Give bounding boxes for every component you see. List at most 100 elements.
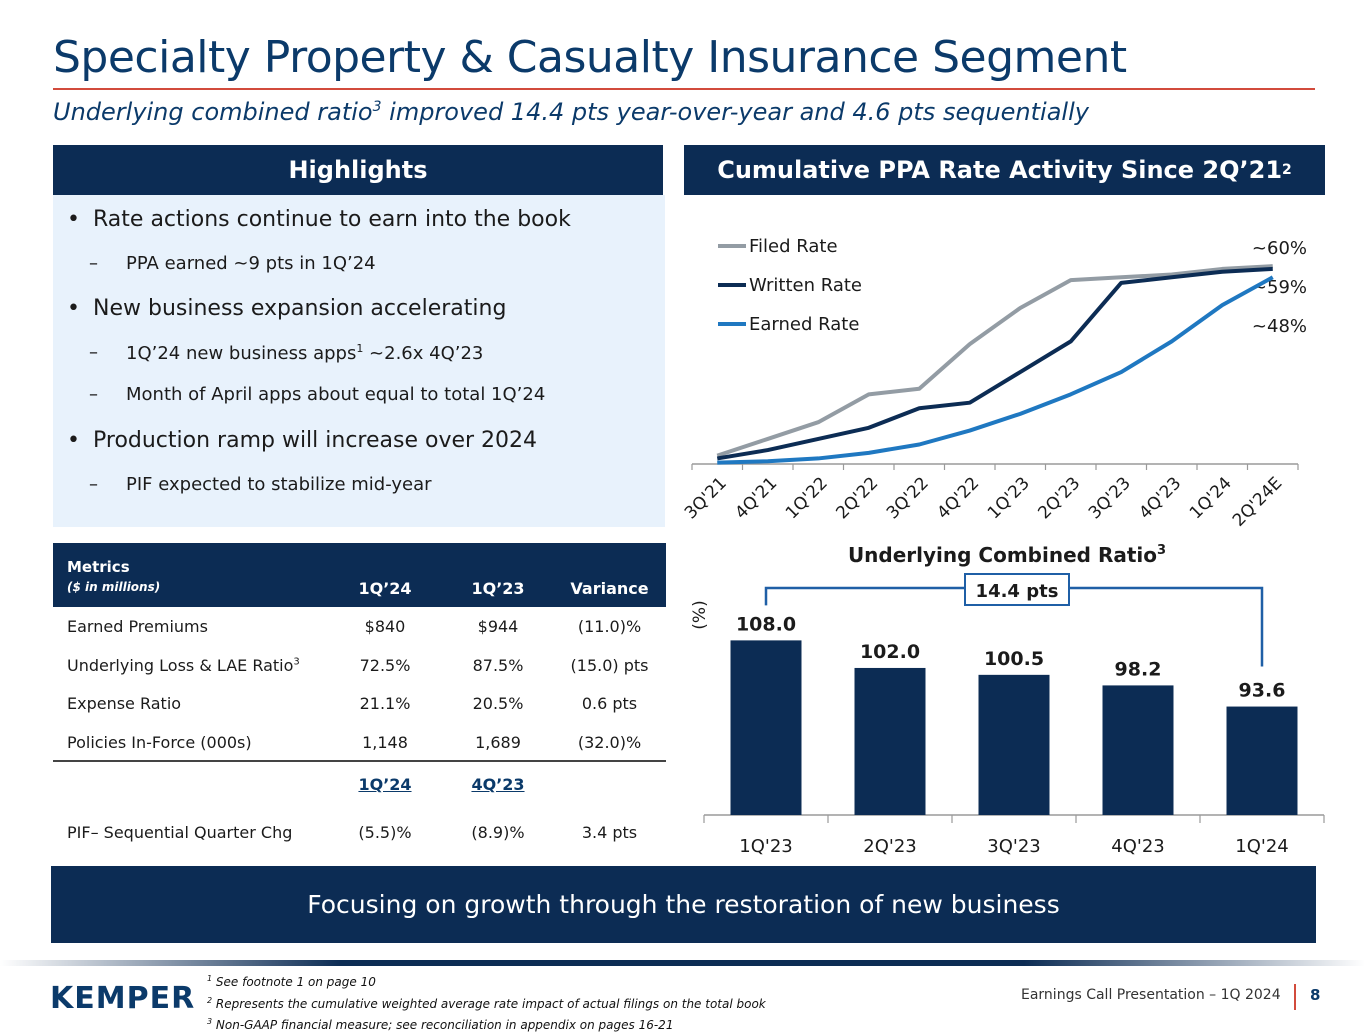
metrics-col-header: 1Q’24: [358, 579, 412, 598]
x-tick-label: 3Q'22: [883, 473, 933, 523]
presentation-name: Earnings Call Presentation – 1Q 2024: [1021, 987, 1281, 1003]
bar: [1226, 706, 1298, 815]
bar-value-label: 100.5: [984, 648, 1044, 670]
metric-label: PIF– Sequential Quarter Chg: [67, 823, 293, 842]
metric-value: $840: [364, 617, 406, 636]
legend-label: Written Rate: [749, 275, 862, 296]
metrics-col-header: 1Q’23: [471, 579, 525, 598]
series-line-earned-rate: [717, 275, 1274, 465]
bracket-line-left: [764, 586, 964, 606]
table-row: Policies In-Force (000s) 1,148 1,689 (32.0)…: [53, 723, 666, 761]
metric-value: 87.5%: [472, 655, 524, 675]
title-divider: [53, 88, 1315, 90]
subtitle-text-tail: improved 14.4 pts year-over-year and 4.6…: [381, 98, 1089, 126]
bar-value-label: 108.0: [736, 613, 796, 635]
x-tick-label: 1Q'22: [782, 473, 832, 523]
series-end-label: ~60%: [1252, 238, 1307, 259]
metric-value: 1,689: [475, 732, 521, 752]
series-end-label: ~48%: [1252, 316, 1307, 337]
bar-value-label: 98.2: [1115, 658, 1162, 680]
metric-variance: 3.4 pts: [581, 823, 638, 842]
highlight-text: Month of April apps about equal to total…: [126, 384, 546, 405]
page-subtitle: Underlying combined ratio3 improved 14.4…: [53, 98, 1089, 126]
metric-value: 1,148: [362, 732, 408, 752]
bar-category-label: 1Q'23: [739, 836, 792, 857]
metric-label: Expense Ratio: [67, 694, 182, 713]
table-row: PIF– Sequential Quarter Chg (5.5)% (8.9)…: [53, 813, 666, 851]
subtitle-text: Underlying combined ratio: [53, 98, 373, 126]
bullet-marker: –: [89, 342, 98, 363]
bullet-marker: •: [67, 296, 80, 321]
metrics-sub-col-header: 4Q’23: [471, 775, 525, 794]
bullet-marker: •: [67, 428, 80, 453]
bar-chart-title: Underlying Combined Ratio3: [848, 543, 1166, 567]
highlight-text: Production ramp will increase over 2024: [93, 428, 538, 453]
bullet-marker: •: [67, 207, 80, 232]
highlight-text: PPA earned ~9 pts in 1Q’24: [126, 253, 376, 274]
metric-value: (8.9)%: [471, 823, 525, 842]
bracket-line-right: [1070, 586, 1264, 667]
bar-category-label: 1Q'24: [1235, 836, 1288, 857]
page-number-divider: [1294, 984, 1296, 1010]
metrics-unit-note: ($ in millions): [67, 580, 161, 594]
metrics-label: Metrics: [67, 558, 130, 576]
footnote: 1 See footnote 1 on page 10: [207, 974, 376, 989]
page-number: 8: [1310, 986, 1321, 1004]
x-tick-label: 1Q'24: [1186, 473, 1236, 523]
x-tick-label: 3Q'23: [1085, 473, 1135, 523]
series-line-written-rate: [716, 266, 1273, 461]
ppa-chart-header: Cumulative PPA Rate Activity Since 2Q’21…: [684, 145, 1325, 195]
x-tick-label: 2Q'23: [1034, 473, 1084, 523]
bar-value-label: 102.0: [860, 641, 920, 663]
bracket-label: 14.4 pts: [976, 581, 1059, 602]
bar: [978, 674, 1050, 815]
metric-value: $944: [477, 617, 519, 636]
footnotes: 1 See footnote 1 on page 10 2 Represents …: [207, 970, 766, 1035]
metric-variance: (11.0)%: [577, 617, 642, 636]
metric-value: 21.1%: [359, 694, 411, 713]
metrics-table-header: Metrics ($ in millions) 1Q’24 1Q’23 Vari…: [53, 543, 666, 607]
x-tick-label: 1Q'23: [984, 473, 1034, 523]
subtitle-footnote-ref: 3: [372, 99, 382, 115]
table-row: Expense Ratio 21.1% 20.5% 0.6 pts: [53, 684, 666, 722]
metrics-divider: [53, 760, 666, 762]
series-end-label: ~59%: [1252, 277, 1307, 298]
metric-label: Policies In-Force (000s): [67, 732, 252, 752]
bar: [854, 667, 926, 815]
bar-value-label: 93.6: [1239, 680, 1286, 702]
metric-value: (5.5)%: [358, 823, 412, 842]
metrics-table: Metrics ($ in millions) 1Q’24 1Q’23 Vari…: [53, 543, 666, 863]
company-logo: KEMPER: [50, 981, 196, 1016]
x-tick-label: 2Q'24E: [1229, 473, 1286, 530]
metrics-sub-col-header: 1Q’24: [358, 775, 412, 794]
bar-chart-y-label: (%): [690, 600, 710, 629]
metric-value: 72.5%: [359, 655, 411, 675]
x-tick-label: 4Q'23: [1135, 473, 1185, 523]
page-title: Specialty Property & Casualty Insurance …: [53, 32, 1127, 83]
metrics-col-header: Variance: [570, 579, 649, 598]
metric-variance: (32.0)%: [577, 732, 642, 752]
metric-value: 20.5%: [472, 694, 524, 713]
legend-label: Earned Rate: [749, 314, 859, 335]
bar-category-label: 2Q'23: [863, 836, 916, 857]
x-tick-label: 4Q'22: [933, 473, 983, 523]
bar-category-label: 3Q'23: [987, 836, 1040, 857]
x-tick-label: 3Q'21: [681, 473, 731, 523]
bottom-banner: Focusing on growth through the restorati…: [51, 866, 1316, 943]
highlights-header: Highlights: [53, 145, 663, 195]
bar: [1102, 685, 1174, 815]
bar-category-label: 4Q'23: [1111, 836, 1164, 857]
metric-variance: (15.0) pts: [570, 655, 649, 675]
highlight-text: PIF expected to stabilize mid-year: [126, 474, 432, 495]
ppa-header-text: Cumulative PPA Rate Activity Since 2Q’21: [717, 156, 1283, 184]
metric-label: Underlying Loss & LAE Ratio3: [67, 655, 300, 675]
bar: [730, 640, 802, 815]
bullet-marker: –: [89, 474, 98, 495]
table-row: Earned Premiums $840 $944 (11.0)%: [53, 607, 666, 645]
x-tick-label: 4Q'21: [731, 473, 781, 523]
series-line-filed-rate: [716, 264, 1273, 458]
ppa-header-footnote-ref: 2: [1282, 162, 1292, 178]
highlights-panel: • Rate actions continue to earn into the …: [53, 195, 665, 527]
highlight-text: Rate actions continue to earn into the b…: [93, 207, 571, 232]
metric-variance: 0.6 pts: [581, 694, 638, 713]
